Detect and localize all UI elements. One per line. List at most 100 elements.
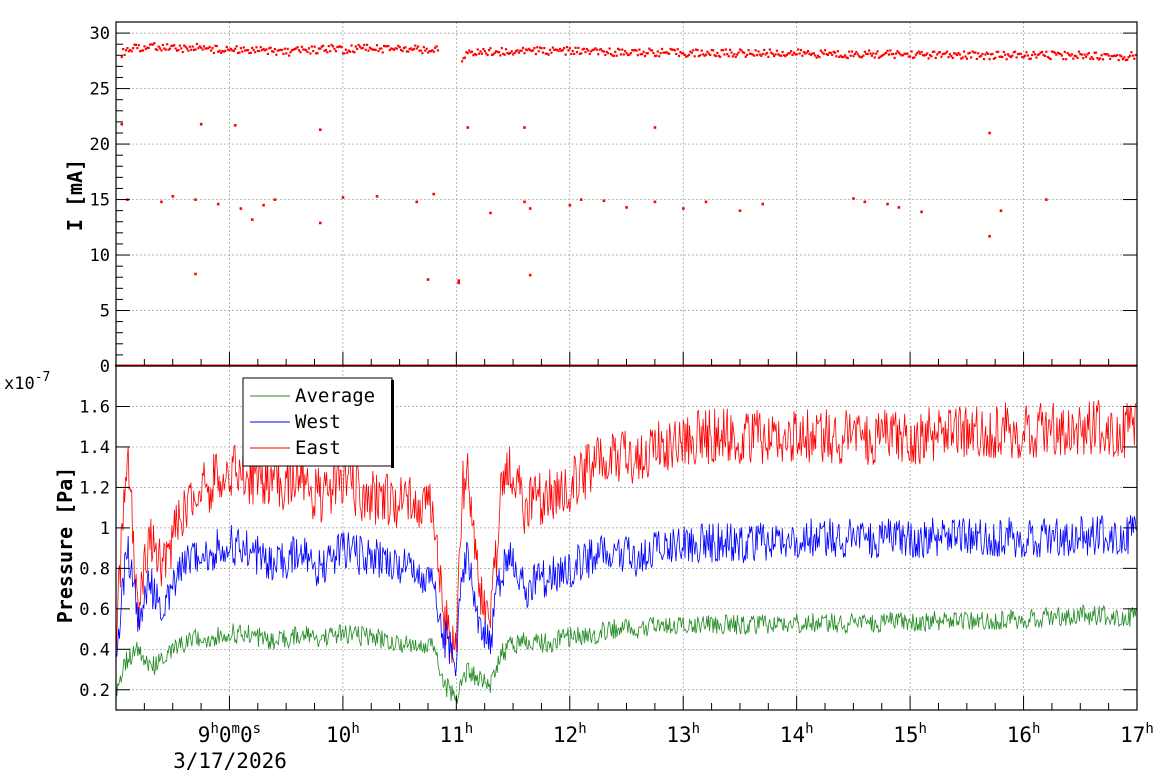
current-point — [1058, 52, 1061, 55]
current-point — [400, 48, 403, 52]
current-point — [649, 49, 652, 52]
current-point — [153, 42, 156, 45]
current-point — [638, 48, 641, 51]
current-point — [1121, 57, 1125, 61]
current-point — [777, 53, 780, 56]
current-outlier — [897, 206, 901, 209]
current-point — [811, 52, 814, 55]
current-point — [934, 56, 937, 60]
current-outlier — [988, 131, 991, 135]
current-point — [1133, 57, 1136, 60]
current-point — [261, 49, 264, 52]
current-point — [195, 42, 199, 46]
current-point — [374, 48, 377, 52]
current-point — [322, 44, 325, 47]
current-point — [1032, 50, 1035, 54]
current-point — [965, 57, 969, 60]
current-point — [253, 51, 257, 54]
current-point — [941, 52, 944, 56]
current-point — [421, 52, 424, 55]
xtick-label: 10h — [326, 721, 360, 747]
current-point — [123, 53, 126, 57]
current-point — [1008, 54, 1011, 58]
current-outlier — [171, 195, 175, 198]
current-point — [702, 53, 705, 56]
current-point — [592, 48, 596, 51]
current-outlier — [489, 211, 492, 215]
current-point — [619, 53, 623, 56]
pressure-ytick-label: 0.8 — [79, 559, 110, 579]
current-point — [682, 52, 685, 55]
current-outlier — [160, 200, 163, 204]
current-point — [269, 46, 272, 49]
current-point — [581, 48, 584, 51]
current-point — [483, 50, 486, 53]
current-point — [1097, 58, 1100, 61]
current-outlier — [579, 198, 583, 201]
current-point — [561, 48, 564, 52]
current-point — [543, 46, 546, 50]
current-point — [285, 52, 288, 55]
current-point — [1116, 53, 1119, 57]
current-point — [167, 48, 170, 51]
current-point — [876, 50, 879, 53]
pressure-ytick-label: 1.2 — [79, 478, 110, 498]
current-point — [350, 44, 353, 47]
current-point — [411, 48, 414, 52]
current-point — [668, 52, 671, 55]
current-point — [855, 50, 858, 54]
current-point — [351, 50, 355, 53]
current-outlier — [523, 200, 526, 204]
current-point — [916, 51, 919, 55]
current-outlier — [852, 197, 855, 200]
current-point — [693, 55, 696, 58]
current-point — [931, 50, 934, 53]
current-point — [675, 52, 678, 56]
current-point — [960, 57, 963, 60]
current-point — [833, 51, 837, 54]
current-point — [902, 54, 905, 57]
current-point — [1022, 56, 1025, 59]
current-point — [520, 49, 523, 52]
current-point — [646, 52, 649, 55]
current-point — [408, 47, 411, 51]
current-point — [632, 49, 635, 52]
current-point — [346, 51, 349, 54]
current-point — [432, 50, 435, 53]
current-point — [648, 47, 651, 50]
current-point — [1043, 54, 1047, 58]
current-point — [1050, 50, 1054, 53]
current-point — [707, 52, 710, 55]
current-point — [154, 48, 157, 51]
current-point — [821, 51, 824, 54]
current-point — [1086, 53, 1089, 56]
pressure-panel: 0.2 0.4 0.6 0.8 1 1.2 1.4 1.6 — [79, 365, 1138, 711]
current-point — [265, 48, 268, 51]
current-point — [414, 44, 417, 47]
current-point — [980, 54, 983, 57]
current-point — [482, 47, 485, 51]
current-point — [161, 43, 164, 47]
current-point — [527, 47, 530, 50]
current-point — [283, 47, 286, 50]
current-point — [523, 52, 526, 55]
current-point — [208, 45, 211, 49]
current-point — [164, 48, 167, 51]
current-point — [217, 50, 220, 53]
current-point — [933, 50, 936, 53]
current-point — [1028, 57, 1031, 61]
xtick-label: 15h — [893, 721, 927, 747]
current-point — [798, 52, 801, 55]
current-point — [900, 54, 903, 57]
current-point — [466, 52, 469, 55]
current-point — [202, 45, 206, 48]
current-ytick-label: 30 — [90, 24, 110, 44]
current-point — [1048, 56, 1051, 60]
current-point — [1124, 58, 1127, 62]
current-point — [158, 47, 162, 50]
current-outlier — [1045, 198, 1048, 201]
current-point — [690, 51, 693, 54]
current-frame — [115, 21, 1138, 367]
current-point — [235, 45, 238, 48]
current-point — [1019, 52, 1022, 55]
